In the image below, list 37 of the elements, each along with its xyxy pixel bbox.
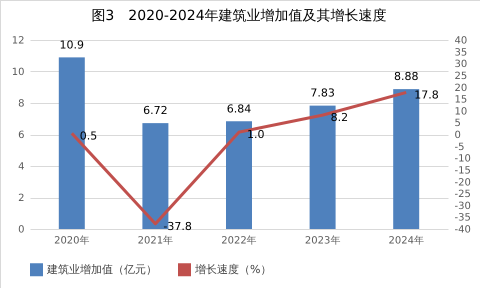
x-tick-label: 2022年 bbox=[221, 234, 257, 246]
y-tick-label: 8 bbox=[18, 98, 24, 110]
x-tick-label: 2021年 bbox=[138, 234, 174, 246]
y2-tick-label: -35 bbox=[454, 212, 471, 224]
legend-label: 建筑业增加值（亿元） bbox=[46, 262, 157, 276]
data-label: 6.72 bbox=[143, 104, 168, 118]
y2-tick-label: -15 bbox=[454, 165, 471, 176]
x-tick-label: 2023年 bbox=[304, 234, 340, 246]
y2-tick-label: -20 bbox=[454, 177, 471, 188]
y-tick-label: 0 bbox=[18, 224, 24, 236]
y2-tick-label: -25 bbox=[454, 189, 471, 200]
y2-tick-label: 40 bbox=[454, 36, 468, 46]
chart-title: 图3 2020-2024年建筑业增加值及其增长速度 bbox=[91, 8, 387, 24]
y2-tick-label: 30 bbox=[454, 59, 468, 70]
y2-tick-label: -40 bbox=[454, 224, 471, 236]
y2-tick-label: -30 bbox=[454, 200, 471, 212]
y-tick-label: 2 bbox=[18, 193, 24, 204]
legend-label: 增长速度（%） bbox=[194, 262, 272, 276]
y2-tick-label: 25 bbox=[454, 70, 468, 82]
x-tick-label: 2024年 bbox=[388, 234, 424, 246]
data-label: 7.83 bbox=[310, 86, 335, 100]
data-label: 10.9 bbox=[60, 38, 84, 52]
y-tick-label: 6 bbox=[18, 130, 24, 141]
y2-tick-label: -10 bbox=[454, 154, 471, 165]
y2-tick-label: 35 bbox=[454, 47, 468, 58]
y2-tick-label: 15 bbox=[454, 94, 468, 106]
data-label: 8.88 bbox=[394, 70, 418, 84]
y-tick-label: 12 bbox=[12, 36, 24, 46]
y2-tick-label: 20 bbox=[454, 82, 468, 94]
y2-tick-label: 5 bbox=[454, 118, 461, 130]
y-tick-label: 10 bbox=[12, 67, 24, 78]
x-tick-label: 2020年 bbox=[54, 234, 90, 246]
y2-tick-label: -5 bbox=[454, 142, 464, 153]
y-tick-label: 4 bbox=[18, 162, 24, 172]
y2-tick-label: 0 bbox=[454, 130, 461, 141]
y2-tick-label: 10 bbox=[454, 106, 468, 118]
data-label: 6.84 bbox=[226, 102, 252, 116]
